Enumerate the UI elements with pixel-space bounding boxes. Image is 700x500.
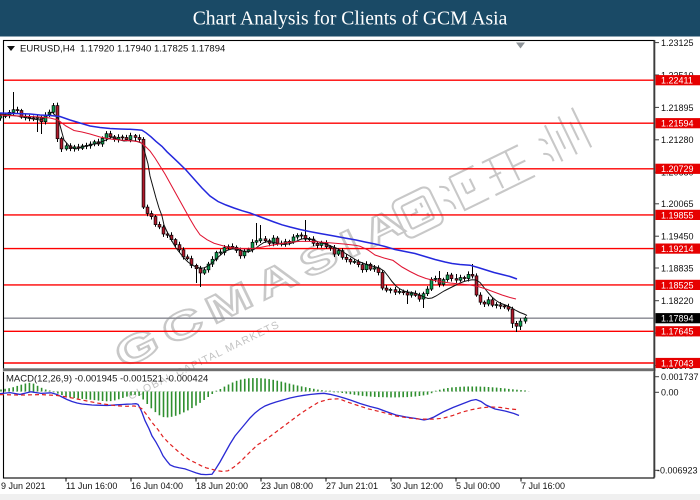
svg-text:-0.006923: -0.006923: [657, 466, 698, 476]
svg-text:1.17894: 1.17894: [661, 314, 694, 324]
svg-text:1.19450: 1.19450: [661, 232, 694, 242]
svg-text:0.00: 0.00: [661, 388, 679, 398]
svg-text:1.21895: 1.21895: [661, 103, 694, 113]
svg-text:1.19214: 1.19214: [661, 244, 694, 254]
svg-text:1.21280: 1.21280: [661, 135, 694, 145]
svg-text:MACD(12,26,9) -0.001945 -0.001: MACD(12,26,9) -0.001945 -0.001521 -0.000…: [6, 374, 208, 385]
svg-text:1.22411: 1.22411: [661, 76, 693, 86]
svg-text:27 Jun 21:01: 27 Jun 21:01: [326, 481, 378, 491]
svg-text:1.19855: 1.19855: [661, 210, 694, 220]
svg-text:1.17645: 1.17645: [661, 327, 694, 337]
svg-text:11 Jun 16:00: 11 Jun 16:00: [66, 481, 117, 491]
svg-text:1.18835: 1.18835: [661, 263, 694, 273]
svg-text:5 Jul 00:00: 5 Jul 00:00: [456, 481, 500, 491]
svg-text:18 Jun 20:00: 18 Jun 20:00: [196, 481, 248, 491]
svg-text:EURUSD,H4: EURUSD,H4: [20, 44, 75, 55]
svg-text:1.18525: 1.18525: [661, 280, 694, 290]
svg-text:1.23125: 1.23125: [661, 38, 694, 48]
svg-text:16 Jun 04:00: 16 Jun 04:00: [131, 481, 183, 491]
svg-text:1.18220: 1.18220: [661, 296, 694, 306]
svg-text:Chart Analysis for Clients of: Chart Analysis for Clients of GCM Asia: [193, 9, 508, 30]
svg-text:30 Jun 12:00: 30 Jun 12:00: [391, 481, 443, 491]
svg-text:1.21594: 1.21594: [661, 119, 694, 129]
svg-text:1.20065: 1.20065: [661, 199, 694, 209]
svg-text:1.17920 1.17940 1.17825 1.1789: 1.17920 1.17940 1.17825 1.17894: [80, 44, 225, 55]
svg-text:1.17043: 1.17043: [661, 358, 694, 368]
svg-text:9 Jun 2021: 9 Jun 2021: [1, 481, 46, 491]
svg-text:23 Jun 08:00: 23 Jun 08:00: [261, 481, 313, 491]
svg-text:0.001737: 0.001737: [661, 372, 699, 382]
svg-text:7 Jul 16:00: 7 Jul 16:00: [521, 481, 565, 491]
svg-text:1.20729: 1.20729: [661, 164, 694, 174]
